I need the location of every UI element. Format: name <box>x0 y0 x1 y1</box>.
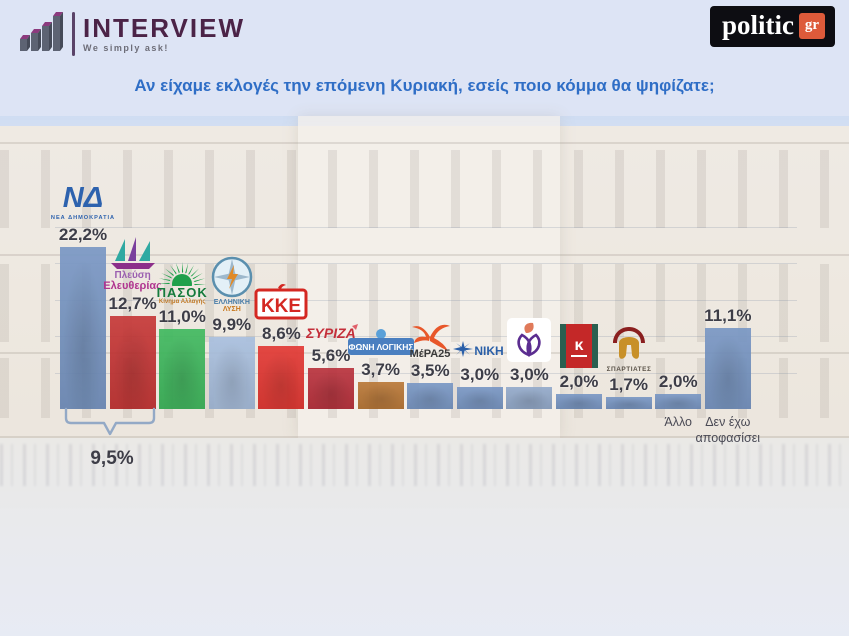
background-cornice-line <box>0 352 849 354</box>
gridline <box>55 263 797 264</box>
bar-column: ΝΔ ΝΕΑ ΔΗΜΟΚΡΑΤΙΑ 22,2% <box>51 181 114 409</box>
bar-value-label: 9,9% <box>212 315 252 334</box>
syriza-logo-icon: ΣΥΡΙΖΑ <box>300 322 362 344</box>
bar-value-label: 3,0% <box>460 365 500 384</box>
nd-logo-icon: ΝΔ ΝΕΑ ΔΗΜΟΚΡΑΤΙΑ <box>45 181 121 223</box>
background-crowd <box>0 444 849 486</box>
bar-value-label: 12,7% <box>108 294 157 313</box>
lead-value-label: 9,5% <box>90 448 134 469</box>
background-window-row <box>0 150 849 228</box>
bar-column: ΣΠΑΡΤΙΑΤΕΣ 1,7% <box>603 325 655 409</box>
svg-text:ΝΔ: ΝΔ <box>63 182 103 214</box>
bar-column: Πλεύση Ελευθερίας 12,7% <box>103 235 162 409</box>
bar-value-label: 2,0% <box>658 372 698 391</box>
interview-logo-divider <box>72 11 75 56</box>
bar <box>308 368 354 409</box>
bar <box>605 397 652 409</box>
bar-value-label: 5,6% <box>311 346 351 365</box>
bar <box>407 383 454 409</box>
background-parliament-photo <box>0 116 849 636</box>
bar-column: ΝΙΚΗ 3,0% <box>452 339 503 409</box>
x-axis-category-label: Άλλο <box>664 415 692 429</box>
politic-logo: politic gr <box>710 6 835 47</box>
bar <box>655 394 702 409</box>
kinima-dimokratias-logo-icon: κ <box>558 322 600 370</box>
svg-text:ΝΙΚΗ: ΝΙΚΗ <box>474 344 503 358</box>
politic-logo-text: politic <box>722 10 794 40</box>
interview-bars-icon <box>18 8 64 59</box>
bar-value-label: 11,1% <box>704 306 752 325</box>
foni-logikis-logo-icon: ΦΩΝΗ ΛΟΓΙΚΗΣ <box>346 328 416 358</box>
niki-logo-icon: ΝΙΚΗ <box>451 339 509 363</box>
bar-column: 3,0% <box>506 317 553 409</box>
interview-logo-title: INTERVIEW <box>83 12 245 43</box>
bar-value-label: 8,6% <box>262 324 301 343</box>
bar <box>456 387 503 409</box>
bar-column: ΜέΡΑ25 3,5% <box>407 319 454 409</box>
bar-value-label: 11,0% <box>158 307 206 326</box>
svg-text:ΝΕΑ ΔΗΜΟΚΡΑΤΙΑ: ΝΕΑ ΔΗΜΟΚΡΑΤΙΑ <box>51 215 115 221</box>
bar-value-label: 3,5% <box>410 361 450 380</box>
mera25-logo-icon: ΜέΡΑ25 <box>402 319 458 359</box>
bar-column: ΦΩΝΗ ΛΟΓΙΚΗΣ 3,7% <box>347 328 414 409</box>
bar <box>704 328 751 409</box>
background-plaza <box>0 438 849 636</box>
interview-logo: INTERVIEW We simply ask! <box>18 8 245 59</box>
svg-text:ΦΩΝΗ ΛΟΓΙΚΗΣ: ΦΩΝΗ ΛΟΓΙΚΗΣ <box>348 342 413 352</box>
bar-value-label: 3,0% <box>510 365 549 384</box>
nea-aristera-logo-icon <box>506 317 552 363</box>
bar <box>258 346 305 409</box>
bar <box>357 382 404 409</box>
gridline <box>55 299 797 301</box>
svg-text:κ: κ <box>575 337 584 354</box>
bar <box>109 316 156 409</box>
bar-column: 11,1% <box>704 306 752 409</box>
lead-bracket <box>60 406 170 453</box>
bar-column: 2,0% <box>655 372 702 409</box>
bar-value-label: 2,0% <box>559 372 599 391</box>
elliniki-lysi-logo-icon: ΕΛΛΗΝΙΚΗ ΛΥΣΗ <box>210 255 254 313</box>
interview-logo-tagline: We simply ask! <box>83 42 169 53</box>
bar-value-label: 22,2% <box>58 225 108 244</box>
svg-text:ΣΠΑΡΤΙΑΤΕΣ: ΣΠΑΡΤΙΑΤΕΣ <box>606 366 651 373</box>
politic-gr-badge: gr <box>799 12 825 39</box>
bar <box>208 337 255 409</box>
bar-column: ΚΚΕ 8,6% <box>254 280 308 409</box>
background-cornice-line <box>0 436 849 438</box>
bar-column: κ 2,0% <box>556 322 602 409</box>
gridline <box>55 372 797 374</box>
bar-value-label: 1,7% <box>609 375 648 394</box>
svg-text:ΚΚΕ: ΚΚΕ <box>261 296 301 317</box>
bar <box>60 247 106 409</box>
x-axis-category-label: Δεν έχω αποφασίσει <box>695 415 761 445</box>
svg-text:ΣΥΡΙΖΑ: ΣΥΡΙΖΑ <box>305 325 356 341</box>
bar <box>506 387 553 409</box>
plefsi-logo-icon: Πλεύση Ελευθερίας <box>101 235 165 292</box>
gridline <box>55 336 797 337</box>
gridline <box>55 226 797 228</box>
spartiates-logo-icon: ΣΠΑΡΤΙΑΤΕΣ <box>603 325 655 373</box>
bar <box>159 329 206 409</box>
bar-value-label: 3,7% <box>361 360 400 379</box>
background-cornice-line <box>0 254 849 256</box>
bar-column: ΕΛΛΗΝΙΚΗ ΛΥΣΗ 9,9% <box>208 255 255 409</box>
bar-column: ΣΥΡΙΖΑ 5,6% <box>305 322 358 409</box>
poll-question-title: Αν είχαμε εκλογές την επόμενη Κυριακή, ε… <box>134 76 715 95</box>
bar-column: ΠΑΣΟΚ Κίνημα Αλλαγής 11,0% <box>157 258 207 409</box>
kke-logo-icon: ΚΚΕ <box>253 280 309 322</box>
background-cornice-line <box>0 142 849 144</box>
pasok-logo-icon: ΠΑΣΟΚ Κίνημα Αλλαγής <box>153 258 211 305</box>
svg-text:ΜέΡΑ25: ΜέΡΑ25 <box>410 348 451 359</box>
bar <box>556 394 602 409</box>
